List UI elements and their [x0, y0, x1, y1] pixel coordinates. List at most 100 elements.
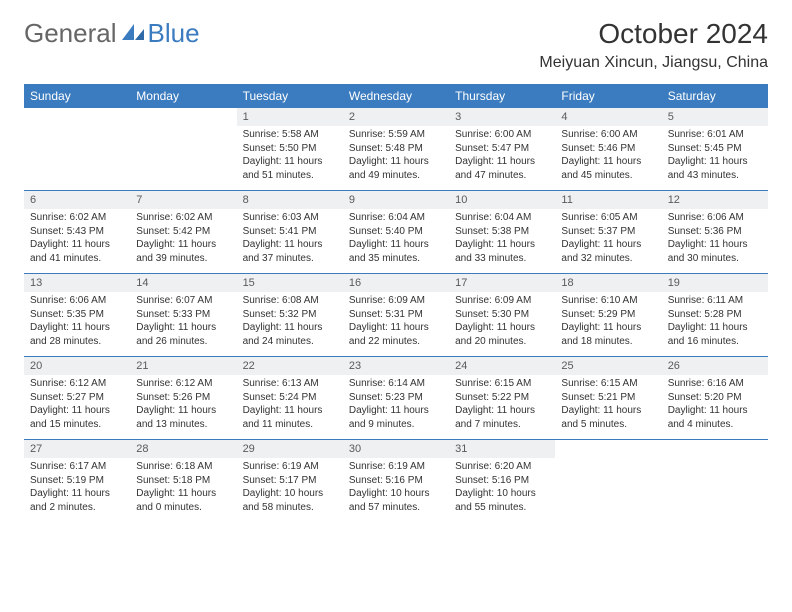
date-content-cell: Sunrise: 6:05 AMSunset: 5:37 PMDaylight:… [555, 209, 661, 274]
sunrise-line: Sunrise: 6:11 AM [668, 294, 762, 308]
sunset-line: Sunset: 5:17 PM [243, 474, 337, 488]
location: Meiyuan Xincun, Jiangsu, China [539, 54, 768, 72]
date-content-cell: Sunrise: 6:01 AMSunset: 5:45 PMDaylight:… [662, 126, 768, 191]
date-content-cell [130, 126, 236, 191]
sunset-line: Sunset: 5:19 PM [30, 474, 124, 488]
sunset-line: Sunset: 5:27 PM [30, 391, 124, 405]
brand-part1: General [24, 18, 117, 49]
daylight-line: Daylight: 11 hours and 15 minutes. [30, 404, 124, 431]
daylight-line: Daylight: 10 hours and 57 minutes. [349, 487, 443, 514]
date-content-cell: Sunrise: 6:02 AMSunset: 5:42 PMDaylight:… [130, 209, 236, 274]
sunrise-line: Sunrise: 6:09 AM [349, 294, 443, 308]
daylight-line: Daylight: 11 hours and 0 minutes. [136, 487, 230, 514]
sunset-line: Sunset: 5:20 PM [668, 391, 762, 405]
sunrise-line: Sunrise: 5:58 AM [243, 128, 337, 142]
daylight-line: Daylight: 11 hours and 24 minutes. [243, 321, 337, 348]
sunrise-line: Sunrise: 6:17 AM [30, 460, 124, 474]
daylight-line: Daylight: 11 hours and 49 minutes. [349, 155, 443, 182]
daylight-line: Daylight: 11 hours and 2 minutes. [30, 487, 124, 514]
daylight-line: Daylight: 11 hours and 11 minutes. [243, 404, 337, 431]
daylight-line: Daylight: 11 hours and 18 minutes. [561, 321, 655, 348]
sunset-line: Sunset: 5:18 PM [136, 474, 230, 488]
daylight-line: Daylight: 11 hours and 13 minutes. [136, 404, 230, 431]
day-header-cell: Wednesday [343, 84, 449, 108]
date-content-cell: Sunrise: 5:59 AMSunset: 5:48 PMDaylight:… [343, 126, 449, 191]
sunrise-line: Sunrise: 6:01 AM [668, 128, 762, 142]
daylight-line: Daylight: 11 hours and 45 minutes. [561, 155, 655, 182]
sunset-line: Sunset: 5:32 PM [243, 308, 337, 322]
daylight-line: Daylight: 11 hours and 43 minutes. [668, 155, 762, 182]
sunrise-line: Sunrise: 6:10 AM [561, 294, 655, 308]
date-number-cell: 27 [24, 440, 130, 458]
date-number-cell: 19 [662, 274, 768, 292]
sunrise-line: Sunrise: 6:18 AM [136, 460, 230, 474]
sunrise-line: Sunrise: 6:15 AM [455, 377, 549, 391]
date-content-cell: Sunrise: 6:15 AMSunset: 5:21 PMDaylight:… [555, 375, 661, 440]
sunrise-line: Sunrise: 6:00 AM [561, 128, 655, 142]
date-content-cell: Sunrise: 6:09 AMSunset: 5:31 PMDaylight:… [343, 292, 449, 357]
date-content-cell: Sunrise: 6:02 AMSunset: 5:43 PMDaylight:… [24, 209, 130, 274]
sunrise-line: Sunrise: 6:03 AM [243, 211, 337, 225]
day-header-cell: Monday [130, 84, 236, 108]
header: General Blue October 2024 Meiyuan Xincun… [24, 18, 768, 72]
daylight-line: Daylight: 11 hours and 41 minutes. [30, 238, 124, 265]
sunrise-line: Sunrise: 5:59 AM [349, 128, 443, 142]
date-content-cell: Sunrise: 5:58 AMSunset: 5:50 PMDaylight:… [237, 126, 343, 191]
date-number-cell [24, 108, 130, 126]
date-number-cell: 4 [555, 108, 661, 126]
sunrise-line: Sunrise: 6:15 AM [561, 377, 655, 391]
date-content-cell: Sunrise: 6:08 AMSunset: 5:32 PMDaylight:… [237, 292, 343, 357]
daylight-line: Daylight: 11 hours and 28 minutes. [30, 321, 124, 348]
date-number-cell: 24 [449, 357, 555, 375]
date-content-cell: Sunrise: 6:03 AMSunset: 5:41 PMDaylight:… [237, 209, 343, 274]
sunrise-line: Sunrise: 6:02 AM [30, 211, 124, 225]
date-number-cell: 12 [662, 191, 768, 209]
date-number-cell: 11 [555, 191, 661, 209]
daylight-line: Daylight: 11 hours and 7 minutes. [455, 404, 549, 431]
calendar-table: SundayMondayTuesdayWednesdayThursdayFrid… [24, 84, 768, 522]
daylight-line: Daylight: 11 hours and 35 minutes. [349, 238, 443, 265]
sunset-line: Sunset: 5:50 PM [243, 142, 337, 156]
date-number-cell: 30 [343, 440, 449, 458]
sunset-line: Sunset: 5:24 PM [243, 391, 337, 405]
date-number-cell: 3 [449, 108, 555, 126]
sunrise-line: Sunrise: 6:13 AM [243, 377, 337, 391]
sunset-line: Sunset: 5:40 PM [349, 225, 443, 239]
date-number-cell: 16 [343, 274, 449, 292]
date-content-cell: Sunrise: 6:14 AMSunset: 5:23 PMDaylight:… [343, 375, 449, 440]
date-number-cell: 28 [130, 440, 236, 458]
date-number-cell: 18 [555, 274, 661, 292]
sunrise-line: Sunrise: 6:06 AM [30, 294, 124, 308]
sunset-line: Sunset: 5:31 PM [349, 308, 443, 322]
day-header-cell: Thursday [449, 84, 555, 108]
date-number-cell [662, 440, 768, 458]
date-content-cell: Sunrise: 6:00 AMSunset: 5:47 PMDaylight:… [449, 126, 555, 191]
day-header-cell: Sunday [24, 84, 130, 108]
sunrise-line: Sunrise: 6:00 AM [455, 128, 549, 142]
daylight-line: Daylight: 10 hours and 58 minutes. [243, 487, 337, 514]
daylight-line: Daylight: 11 hours and 39 minutes. [136, 238, 230, 265]
daylight-line: Daylight: 11 hours and 16 minutes. [668, 321, 762, 348]
sunrise-line: Sunrise: 6:04 AM [455, 211, 549, 225]
sunrise-line: Sunrise: 6:02 AM [136, 211, 230, 225]
day-header-cell: Friday [555, 84, 661, 108]
daylight-line: Daylight: 11 hours and 4 minutes. [668, 404, 762, 431]
date-content-cell: Sunrise: 6:06 AMSunset: 5:36 PMDaylight:… [662, 209, 768, 274]
date-number-cell: 7 [130, 191, 236, 209]
daylight-line: Daylight: 11 hours and 5 minutes. [561, 404, 655, 431]
sunset-line: Sunset: 5:37 PM [561, 225, 655, 239]
date-content-cell: Sunrise: 6:18 AMSunset: 5:18 PMDaylight:… [130, 458, 236, 522]
date-number-cell: 5 [662, 108, 768, 126]
date-number-cell: 13 [24, 274, 130, 292]
sunrise-line: Sunrise: 6:19 AM [349, 460, 443, 474]
date-content-cell: Sunrise: 6:04 AMSunset: 5:38 PMDaylight:… [449, 209, 555, 274]
brand-logo: General Blue [24, 18, 200, 49]
sunrise-line: Sunrise: 6:04 AM [349, 211, 443, 225]
sunset-line: Sunset: 5:21 PM [561, 391, 655, 405]
daylight-line: Daylight: 11 hours and 20 minutes. [455, 321, 549, 348]
sunset-line: Sunset: 5:43 PM [30, 225, 124, 239]
month-title: October 2024 [539, 18, 768, 50]
sunset-line: Sunset: 5:26 PM [136, 391, 230, 405]
date-content-cell: Sunrise: 6:06 AMSunset: 5:35 PMDaylight:… [24, 292, 130, 357]
daylight-line: Daylight: 11 hours and 30 minutes. [668, 238, 762, 265]
